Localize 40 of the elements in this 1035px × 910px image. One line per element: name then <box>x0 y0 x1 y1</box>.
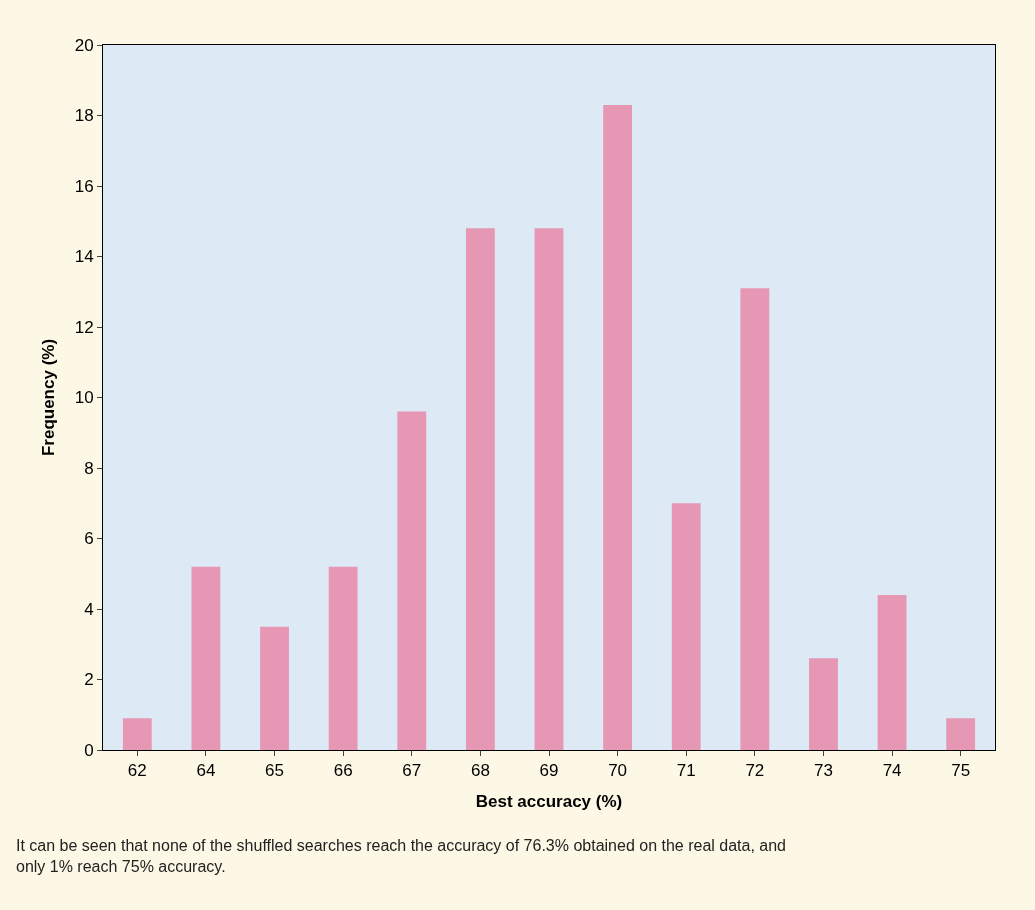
bar <box>260 626 289 750</box>
bar <box>877 594 907 750</box>
bar <box>191 566 221 750</box>
x-tick-label: 74 <box>882 761 902 781</box>
x-tick-label: 71 <box>676 761 696 781</box>
bar <box>328 566 358 750</box>
bar <box>809 658 838 750</box>
y-tick-label: 8 <box>84 458 94 478</box>
x-tick-label: 70 <box>608 761 628 781</box>
x-axis-title: Best accuracy (%) <box>475 791 623 811</box>
y-tick-label: 2 <box>84 670 94 690</box>
y-tick-label: 20 <box>74 35 94 55</box>
y-tick-label: 18 <box>74 106 94 126</box>
y-tick-label: 10 <box>74 388 94 408</box>
bar <box>603 104 633 750</box>
text: It can be seen that none of the shuffled searches reach the accuracy of 76.3% obtained on the real data, and only 1% reach 75% accuracy. <box>16 837 787 875</box>
y-tick-label: 4 <box>84 599 94 619</box>
x-tick-label: 64 <box>196 761 216 781</box>
bar <box>122 718 152 750</box>
x-tick-label: 66 <box>333 761 353 781</box>
bar <box>465 228 495 750</box>
y-tick-label: 6 <box>84 529 94 549</box>
y-tick-label: 12 <box>74 317 94 337</box>
x-tick-label: 69 <box>539 761 559 781</box>
y-tick-label: 0 <box>84 740 94 760</box>
bar <box>671 503 701 750</box>
y-tick-label: 16 <box>74 176 94 196</box>
x-tick-label: 68 <box>470 761 490 781</box>
bar <box>534 228 564 750</box>
x-tick-label: 65 <box>265 761 284 781</box>
bar <box>740 288 770 750</box>
x-tick-label: 73 <box>814 761 833 781</box>
x-tick-label: 67 <box>402 761 422 781</box>
y-axis-title: Frequency (%) <box>39 338 59 457</box>
y-tick-label: 14 <box>74 247 94 267</box>
bar <box>397 411 427 750</box>
x-tick-label: 72 <box>745 761 765 781</box>
x-tick-label: 62 <box>127 761 147 781</box>
bar <box>946 718 976 750</box>
x-tick-label: 75 <box>951 761 971 781</box>
